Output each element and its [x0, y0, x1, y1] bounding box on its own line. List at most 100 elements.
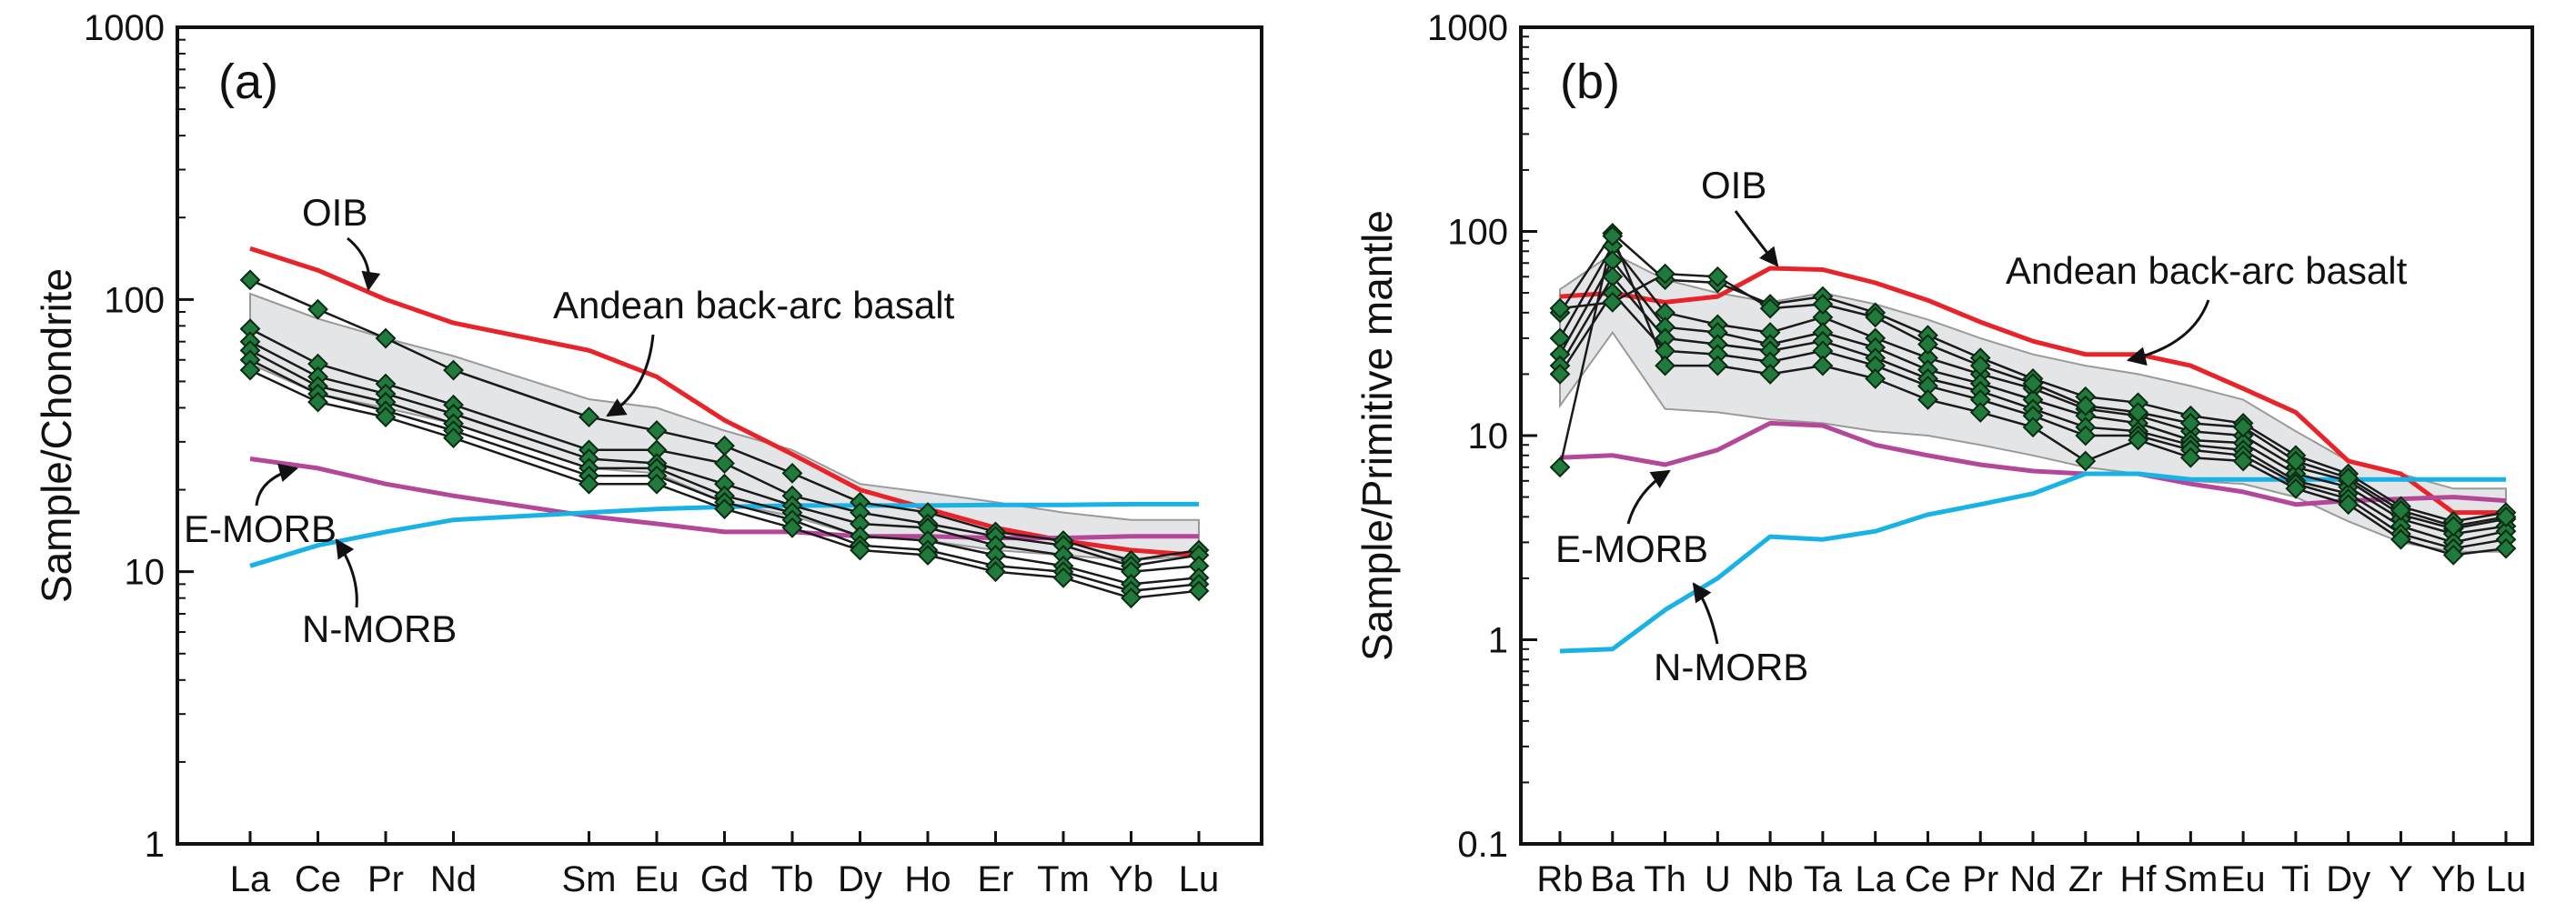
panel-b-y-tick-label: 1 — [1488, 621, 1508, 661]
panel-a-emorb-arrow — [255, 463, 299, 507]
panel-b-spider-primitive-mantle: Rb Ba Th U Nb Ta La Ce Pr Nd Zr Hf Sm Eu Ti Dy Y Yb Lu 0.1 1… — [1353, 8, 2534, 899]
panel-b-sample-7-point-Pr — [1969, 355, 1991, 376]
panel-a-sample-6-point-Eu — [646, 473, 668, 495]
panel-a-envelope — [249, 292, 1200, 562]
panel-b-sample-7-point-Lu — [2495, 506, 2517, 527]
panel-b-oib-line — [1559, 266, 2506, 516]
panel-b-sample-7-point-Ti — [2285, 450, 2307, 472]
panel-b-emorb-arrow — [1626, 469, 1671, 525]
panel-a-x-label-Ho: Ho — [904, 859, 951, 899]
panel-b-oib-annotation: OIB — [1701, 164, 1766, 206]
panel-a-sample-6-point-Tb — [781, 517, 803, 538]
panel-b-sample-6-point-Pr — [1969, 402, 1991, 423]
panel-a-sample-1-point-Ce — [307, 298, 328, 320]
panel-b-sample-7-point-Dy — [2338, 467, 2360, 489]
panel-a-sample-1-point-Nd — [443, 359, 464, 381]
panel-b-x-label-U: U — [1705, 859, 1731, 899]
panel-b-x-label-Hf: Hf — [2120, 859, 2158, 899]
panel-a-x-label-Lu: Lu — [1179, 859, 1220, 899]
panel-a-y-tick-label: 100 — [104, 280, 165, 320]
panel-b-x-label-Nd: Nd — [2009, 859, 2056, 899]
panel-b-sample-7-point-Nb — [1759, 297, 1781, 319]
panel-a-sample-6-point-Ho — [917, 545, 939, 566]
panel-b-nmorb-arrow — [1692, 582, 1719, 645]
panel-b-y-tick-label: 10 — [1468, 416, 1509, 456]
panel-b-y-axis-label: Sample/Primitive mantle — [1353, 210, 1401, 661]
panel-b-sample-7-point-Th — [1655, 263, 1675, 285]
panel-a-nmorb-arrow — [335, 538, 358, 608]
panel-b-sample-6-point-Zr — [2075, 450, 2097, 472]
panel-a-sample-6-point-Dy — [850, 539, 870, 561]
panel-b-nmorb-annotation: N-MORB — [1654, 646, 1808, 688]
panel-b-sample-6-point-Dy — [2338, 494, 2360, 516]
panel-b-sample-7-point-Yb — [2442, 516, 2464, 537]
panel-a-plot-frame — [176, 25, 1263, 846]
panel-b-sample-6-point-Nd — [2022, 416, 2044, 438]
panel-a-e-morb-line — [249, 456, 1199, 541]
panel-a-sample-line-2 — [249, 327, 1200, 567]
panel-b-sample-6-point-Th — [1655, 355, 1675, 376]
panel-b-x-label-Ti: Ti — [2281, 859, 2310, 899]
panel-a-sample-6-point-Sm — [579, 473, 599, 495]
panel-a-n-morb-line — [249, 501, 1199, 568]
panel-b-x-label-Eu: Eu — [2221, 859, 2266, 899]
panel-a-y-axis-label: Sample/Chondrite — [33, 268, 80, 603]
panel-a-sample-1-point-Sm — [579, 406, 599, 427]
panel-a-ree-chondrite: La Ce Pr Nd Sm Eu Gd Tb Dy Ho Er Tm Yb Lu 1 10 100 1000 (… — [33, 8, 1263, 899]
panel-b-sample-7-point-Ba — [1602, 291, 1624, 313]
panel-a-x-label-Ce: Ce — [295, 859, 341, 899]
panel-b-oib-arrow — [1734, 210, 1779, 267]
panel-b-sample-7-point-Nd — [2022, 373, 2044, 395]
panel-a-sample-6-point-Tm — [1052, 567, 1074, 588]
panel-a-sample-6-point-Ce — [307, 391, 328, 413]
panel-b-plot-frame — [1519, 25, 2534, 846]
panel-b-sample-7-point-Eu — [2232, 416, 2254, 438]
panel-b-sample-6-point-Ti — [2285, 477, 2307, 499]
panel-b-sample-6-point-U — [1706, 355, 1728, 376]
panel-a-sample-line-3 — [249, 340, 1200, 573]
panel-b-sample-6-point-Ce — [1917, 389, 1938, 410]
panel-a-sample-6-point-Gd — [714, 498, 735, 520]
panel-a-x-label-Yb: Yb — [1109, 859, 1153, 899]
panel-a-y-tick-label: 1000 — [84, 8, 165, 48]
panel-b-andean-annotation: Andean back-arc basalt — [2006, 249, 2408, 292]
panel-b-sample-7-point-Hf — [2128, 402, 2148, 423]
panel-a-sample-line-5 — [249, 358, 1200, 593]
panel-b-sample-6-point-Y — [2390, 528, 2411, 550]
panel-a-x-label-La: La — [230, 859, 271, 899]
panel-a-emorb-annotation: E-MORB — [184, 507, 337, 550]
panel-a-x-label-Eu: Eu — [635, 859, 679, 899]
panel-a-sample-line-6 — [249, 368, 1200, 599]
panel-a-sample-lines — [239, 269, 1210, 609]
panel-a-sample-1-point-Tb — [781, 462, 803, 484]
panel-a-sample-6-point-Nd — [443, 427, 464, 448]
panel-a-andean-arrow — [606, 334, 655, 417]
panel-b-emorb-annotation: E-MORB — [1555, 527, 1708, 570]
panel-a-x-label-Er: Er — [978, 859, 1014, 899]
panel-b-x-label-Yb: Yb — [2431, 859, 2476, 899]
panel-b-sample-5-point-Rb — [1549, 364, 1571, 385]
panel-b-sample-7-point-Sm — [2179, 412, 2201, 434]
panel-a-andean-envelope — [249, 292, 1200, 562]
panel-a-sample-2-point-Gd — [714, 453, 735, 474]
panel-a-x-label-Nd: Nd — [430, 859, 477, 899]
panel-a-oib-annotation: OIB — [302, 191, 367, 234]
panel-b-sample-6-point-Ba — [1602, 226, 1624, 246]
panel-a-axis-ticks: La Ce Pr Nd Sm Eu Gd Tb Dy Ho Er Tm Yb Lu 1 10 100 1000 — [84, 8, 1219, 899]
panel-a-sample-1-point-La — [239, 269, 261, 291]
panel-b-x-label-Y: Y — [2389, 859, 2413, 899]
panel-b-x-label-Rb: Rb — [1536, 859, 1583, 899]
panel-a-label: (a) — [218, 55, 278, 109]
panel-b-x-label-Ce: Ce — [1905, 859, 1951, 899]
panel-a-x-label-Tb: Tb — [771, 859, 814, 899]
panel-a-oib-arrow — [347, 236, 381, 292]
panel-b-sample-6-point-Ta — [1812, 355, 1834, 376]
panel-b-y-tick-label: 100 — [1447, 213, 1508, 253]
panel-b-sample-7-point-Ta — [1812, 294, 1834, 315]
panel-b-sample-7-point-U — [1706, 266, 1728, 287]
panel-a-nmorb-annotation: N-MORB — [302, 607, 457, 650]
panel-b-sample-6-point-Sm — [2179, 446, 2201, 468]
panel-b-sample-7-point-Ce — [1917, 334, 1938, 356]
panel-b-sample-6-point-Nb — [1759, 364, 1781, 385]
